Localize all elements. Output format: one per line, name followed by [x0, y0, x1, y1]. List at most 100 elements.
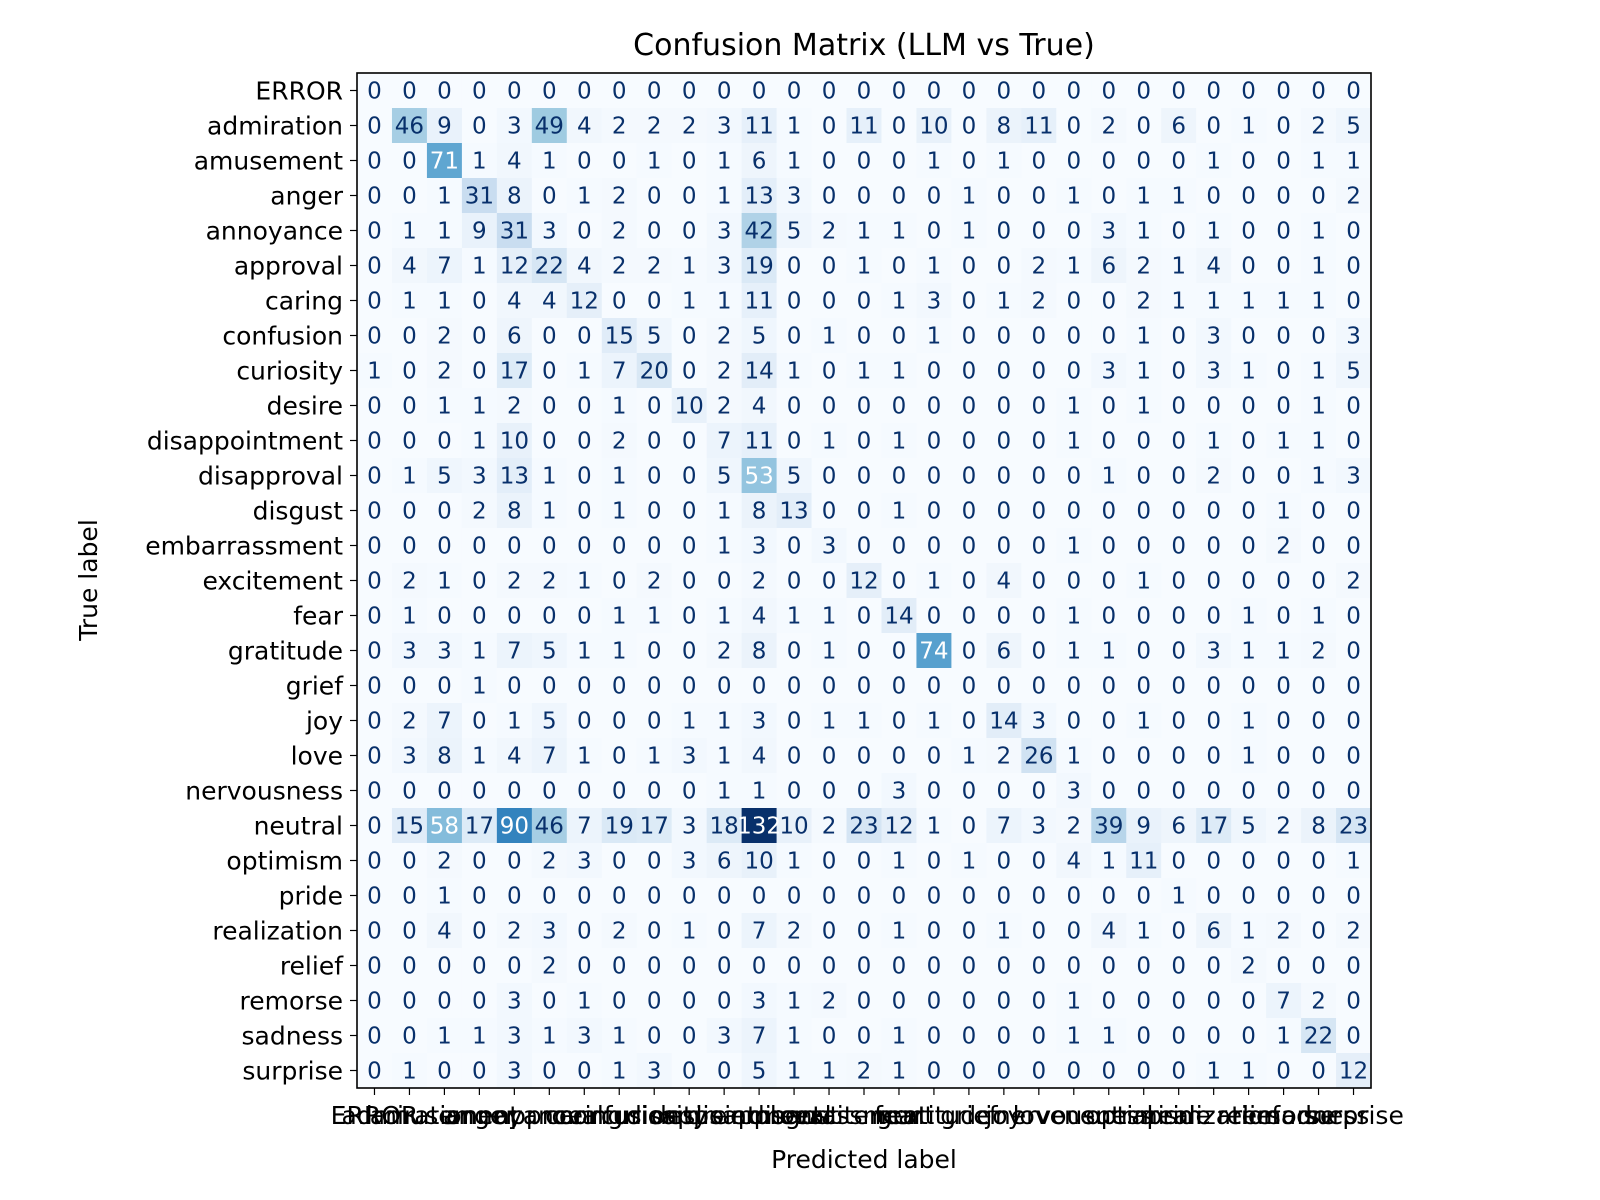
cell-value-label: 3: [1206, 359, 1221, 385]
heatmap-cell-confusion-anger: [461, 318, 498, 354]
cell-value-label: 0: [822, 254, 837, 280]
cell-value-label: 0: [542, 989, 557, 1015]
heatmap-cell-disappointment-amusement: [426, 423, 463, 459]
heatmap-cell-excitement-ERROR: [357, 563, 393, 599]
heatmap-cell-labels: 0 0 0 0 0 0 0 0 0 0 0 0 0 0 0 0 0 0 0 0 0 0 0 0 0 0 0 0 00 46 9 0 3 49 4 2 2…: [367, 79, 1368, 1085]
cell-value-label: 0: [577, 709, 592, 735]
heatmap-cell-approval-disgust: [776, 248, 813, 284]
heatmap-cell-curiosity-remorse: [1266, 353, 1302, 389]
cell-value-label: 0: [962, 639, 977, 665]
heatmap-cell-disappointment-joy: [986, 423, 1022, 459]
cell-value-label: 17: [1199, 814, 1228, 840]
cell-value-label: 0: [367, 884, 382, 910]
cell-value-label: 0: [962, 989, 977, 1015]
cell-value-label: 12: [500, 254, 529, 280]
cell-value-label: 1: [647, 604, 662, 630]
heatmap-cell-grief-fear: [881, 668, 918, 704]
heatmap-cell-surprise-surprise: [1336, 1053, 1372, 1089]
heatmap-cell-remorse-embarrassment: [811, 983, 848, 1019]
heatmap-cell-remorse-annoyance: [496, 983, 533, 1019]
heatmap-cell-embarrassment-disgust: [776, 528, 813, 564]
cell-value-label: 0: [1101, 499, 1116, 525]
cell-value-label: 5: [1346, 114, 1361, 140]
cell-value-label: 1: [1101, 1024, 1116, 1050]
heatmap-cell-neutral-nervousness: [1056, 808, 1092, 844]
x-axis-label: Predicted label: [771, 1145, 957, 1174]
heatmap-cell-joy-disappointment: [706, 703, 743, 739]
cell-value-label: 0: [927, 604, 942, 630]
cell-value-label: 0: [857, 324, 872, 350]
cell-value-label: 1: [1206, 149, 1221, 175]
cell-value-label: 0: [1066, 499, 1081, 525]
cell-value-label: 2: [612, 184, 627, 210]
heatmap-cell-optimism-admiration: [391, 843, 428, 879]
heatmap-cell-remorse-confusion: [601, 983, 638, 1019]
heatmap-cell-sadness-optimism: [1126, 1018, 1162, 1054]
cell-value-label: 26: [1024, 744, 1053, 770]
heatmap-cell-embarrassment-approval: [531, 528, 568, 564]
cell-value-label: 0: [997, 674, 1012, 700]
cell-value-label: 0: [822, 884, 837, 910]
cell-value-label: 0: [997, 219, 1012, 245]
heatmap-cell-love-approval: [531, 738, 568, 774]
cell-value-label: 1: [682, 709, 697, 735]
heatmap-cell-grief-sadness: [1301, 668, 1337, 704]
cell-value-label: 0: [1276, 114, 1291, 140]
heatmap-cell-gratitude-confusion: [601, 633, 638, 669]
heatmap-cell-grief-admiration: [391, 668, 428, 704]
cell-value-label: 1: [472, 674, 487, 700]
cell-value-label: 2: [752, 569, 767, 595]
cell-value-label: 12: [570, 289, 599, 315]
cell-value-label: 0: [682, 184, 697, 210]
heatmap-cell-disapproval-fear: [881, 458, 918, 494]
cell-value-label: 0: [927, 429, 942, 455]
cell-value-label: 3: [542, 919, 557, 945]
cell-value-label: 0: [577, 674, 592, 700]
cell-value-label: 4: [1206, 254, 1221, 280]
heatmap-cell-disapproval-sadness: [1301, 458, 1337, 494]
heatmap-cell-surprise-realization: [1196, 1053, 1232, 1089]
cell-value-label: 0: [1171, 149, 1186, 175]
heatmap-cell-grief-disappointment: [706, 668, 743, 704]
cell-value-label: 2: [717, 394, 732, 420]
cell-value-label: 0: [647, 184, 662, 210]
heatmap-cell-amusement-admiration: [391, 143, 428, 179]
cell-value-label: 1: [612, 394, 627, 420]
cell-value-label: 0: [717, 674, 732, 700]
heatmap-cell-surprise-remorse: [1266, 1053, 1302, 1089]
heatmap-cell-love-surprise: [1336, 738, 1372, 774]
heatmap-cell-gratitude-amusement: [426, 633, 463, 669]
cell-value-label: 5: [647, 324, 662, 350]
cell-value-label: 46: [535, 814, 564, 840]
x-tick-label: relief: [1217, 1101, 1281, 1130]
heatmap-cell-desire-anger: [461, 388, 498, 424]
heatmap-cell-joy-anger: [461, 703, 498, 739]
heatmap-cell-realization-grief: [951, 913, 987, 949]
x-tick-label: grief: [940, 1101, 998, 1130]
heatmap-cell-confusion-sadness: [1301, 318, 1337, 354]
heatmap-cell-admiration-annoyance: [496, 108, 533, 144]
heatmap-cell-fear-caring: [566, 598, 603, 634]
cell-value-label: 0: [1066, 709, 1081, 735]
heatmap-cell-disgust-desire: [671, 493, 708, 529]
heatmap-cell-neutral-ERROR: [357, 808, 393, 844]
cell-value-label: 14: [989, 709, 1018, 735]
heatmap-cell-neutral-relief: [1231, 808, 1267, 844]
heatmap-cell-caring-relief: [1231, 283, 1267, 319]
cell-value-label: 0: [1171, 744, 1186, 770]
heatmap-cell-disgust-joy: [986, 493, 1022, 529]
heatmap-cell-annoyance-love: [1021, 213, 1057, 249]
cell-value-label: 1: [542, 1024, 557, 1050]
cell-value-label: 0: [1311, 324, 1326, 350]
heatmap-cell-joy-excitement: [846, 703, 883, 739]
cell-value-label: 2: [1206, 464, 1221, 490]
heatmap-cell-ERROR-annoyance: [496, 73, 533, 109]
cell-value-label: 0: [1346, 779, 1361, 805]
heatmap-cell-gratitude-curiosity: [636, 633, 673, 669]
heatmap-cell-annoyance-amusement: [426, 213, 463, 249]
heatmap-cell-joy-gratitude: [916, 703, 953, 739]
heatmap-cell-disapproval-excitement: [846, 458, 883, 494]
cell-value-label: 4: [402, 254, 417, 280]
cell-value-label: 0: [1032, 569, 1047, 595]
heatmap-cell-disgust-ERROR: [357, 493, 393, 529]
